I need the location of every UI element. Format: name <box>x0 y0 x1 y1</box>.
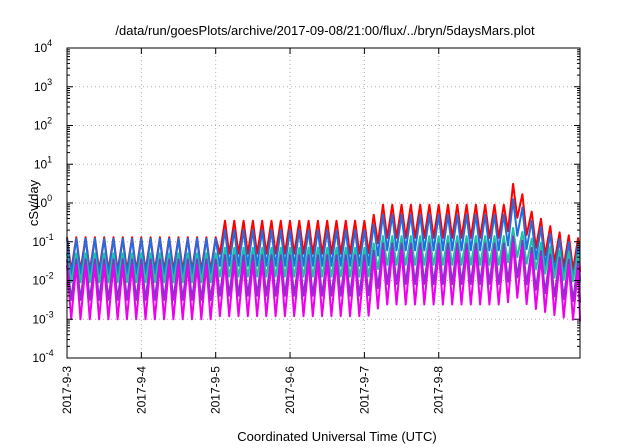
y-tick-label: 10-4 <box>32 348 53 365</box>
x-tick-label: 2017-9-3 <box>60 366 74 414</box>
x-tick-label: 2017-9-5 <box>209 366 223 414</box>
y-tick-label: 10-2 <box>32 271 53 288</box>
x-tick-label: 2017-9-7 <box>357 366 371 414</box>
x-axis-title: Coordinated Universal Time (UTC) <box>237 429 436 444</box>
y-tick-label: 10-3 <box>32 309 53 326</box>
series-line-2 <box>66 198 581 282</box>
series-line-3 <box>66 227 581 284</box>
y-tick-label: 102 <box>34 116 52 133</box>
x-axis: 2017-9-3 2017-9-4 2017-9-5 2017-9-6 2017-9-7… <box>60 48 446 414</box>
y-axis: 10-4 10-3 10-2 10-1 100 101 102 103 104 <box>32 38 580 365</box>
y-tick-label: 101 <box>34 154 52 171</box>
y-tick-label: 103 <box>34 77 52 94</box>
series-line-5 <box>66 242 581 322</box>
y-tick-label: 10-1 <box>32 232 53 249</box>
x-tick-label: 2017-9-4 <box>134 366 148 414</box>
y-tick-label: 104 <box>34 38 52 55</box>
x-tick-label: 2017-9-6 <box>283 366 297 414</box>
series-group <box>66 182 581 322</box>
chart-title: /data/run/goesPlots/archive/2017-09-08/2… <box>115 23 535 38</box>
y-axis-title: cSv/day <box>26 179 41 226</box>
y-tick-label: 100 <box>34 193 52 210</box>
x-tick-label: 2017-9-8 <box>432 366 446 414</box>
